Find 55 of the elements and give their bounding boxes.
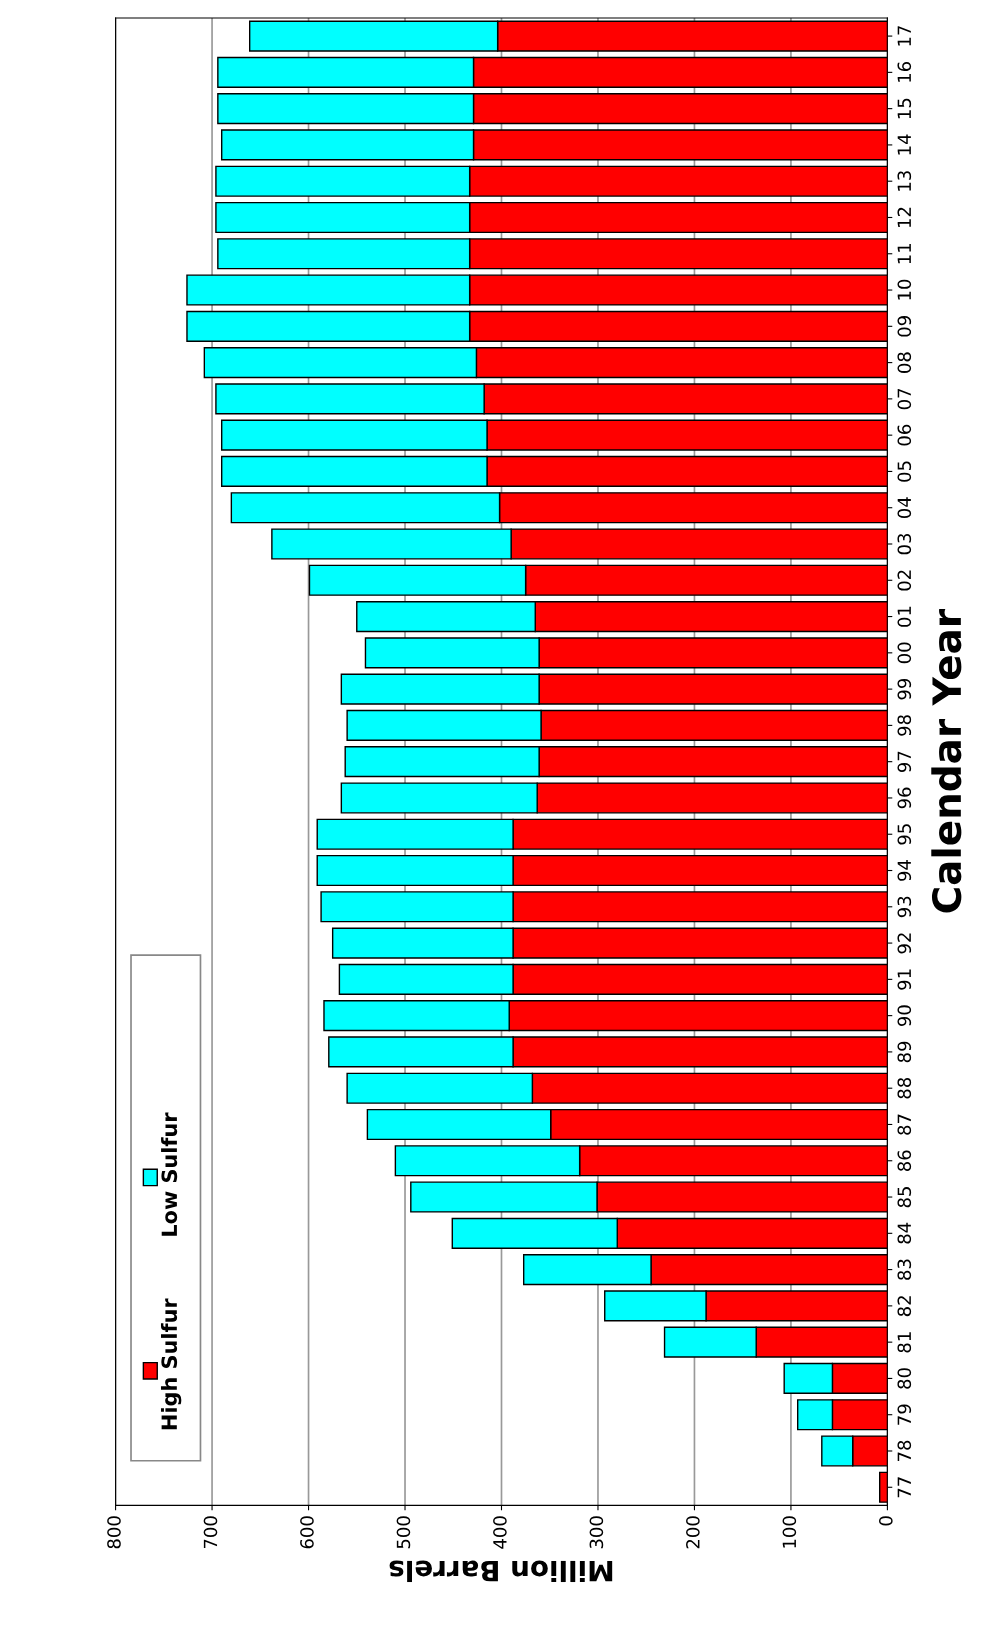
y-axis-title: Calendar Year xyxy=(931,609,962,913)
x-tick-label: 200 xyxy=(686,1516,700,1549)
y-tick-label: 84 xyxy=(897,1222,912,1244)
y-tick-label: 07 xyxy=(897,388,912,410)
x-tick-label: 400 xyxy=(493,1516,507,1549)
y-tick-label: 87 xyxy=(897,1114,912,1135)
x-tick-label: 700 xyxy=(203,1516,218,1549)
y-tick-label: 99 xyxy=(897,678,912,700)
y-tick-label: 77 xyxy=(897,1477,911,1498)
y-tick-label: 78 xyxy=(897,1440,912,1461)
x-tick-label: 100 xyxy=(782,1516,797,1548)
y-tick-label: 91 xyxy=(897,969,912,990)
x-tick-label: 800 xyxy=(107,1516,121,1549)
y-tick-label: 86 xyxy=(897,1150,912,1172)
y-tick-label: 96 xyxy=(897,787,912,809)
y-tick-label: 93 xyxy=(897,896,912,918)
y-tick-label: 79 xyxy=(897,1404,912,1425)
y-tick-label: 08 xyxy=(897,352,912,373)
y-tick-label: 88 xyxy=(897,1077,912,1099)
y-tick-label: 01 xyxy=(897,606,912,627)
y-tick-label: 11 xyxy=(897,243,911,264)
x-tick-label: 0 xyxy=(879,1516,893,1526)
x-tick-label: 300 xyxy=(589,1516,604,1549)
y-tick-label: 04 xyxy=(897,497,912,519)
y-tick-label: 00 xyxy=(897,642,912,664)
y-tick-label: 10 xyxy=(897,279,912,300)
y-tick-label: 06 xyxy=(897,424,912,446)
y-tick-label: 89 xyxy=(897,1041,912,1063)
y-tick-label: 92 xyxy=(897,933,912,954)
y-tick-label: 03 xyxy=(897,533,912,555)
legend-label: High Sulfur xyxy=(160,1298,182,1430)
y-tick-label: 02 xyxy=(897,570,912,591)
y-tick-label: 97 xyxy=(897,751,912,773)
y-tick-label: 14 xyxy=(897,134,911,155)
x-tick-label: 600 xyxy=(300,1516,314,1549)
y-tick-label: 81 xyxy=(897,1332,912,1353)
y-tick-label: 16 xyxy=(897,62,912,82)
y-tick-label: 98 xyxy=(897,715,912,736)
y-tick-label: 05 xyxy=(897,461,912,482)
y-tick-label: 80 xyxy=(897,1368,912,1389)
legend-label: Low Sulfur xyxy=(161,1112,178,1236)
x-tick-label: 500 xyxy=(396,1516,411,1549)
y-tick-label: 82 xyxy=(897,1296,912,1317)
y-tick-label: 90 xyxy=(897,1005,912,1026)
y-tick-label: 12 xyxy=(897,207,911,227)
y-tick-label: 17 xyxy=(897,26,911,46)
y-tick-label: 15 xyxy=(897,98,912,119)
x-axis-title: Million Barrels xyxy=(389,1560,613,1583)
y-tick-label: 95 xyxy=(897,824,912,845)
bar xyxy=(879,1471,888,1503)
y-tick-label: 83 xyxy=(897,1259,912,1280)
y-tick-label: 85 xyxy=(897,1187,912,1208)
y-tick-label: 09 xyxy=(897,316,912,337)
y-tick-label: 94 xyxy=(897,860,912,881)
y-tick-label: 13 xyxy=(897,171,912,191)
